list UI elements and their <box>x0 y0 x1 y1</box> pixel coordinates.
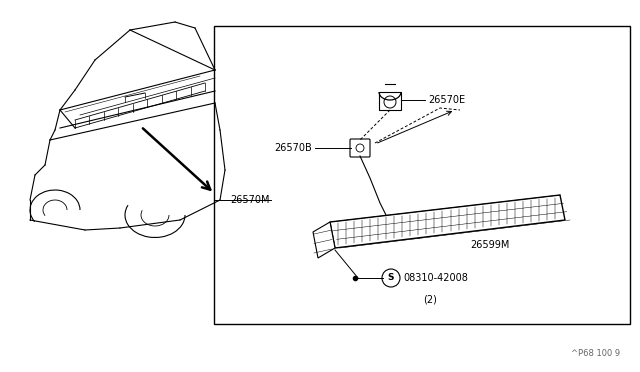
Polygon shape <box>330 195 565 248</box>
Text: S: S <box>388 273 394 282</box>
Polygon shape <box>313 222 335 258</box>
Bar <box>214 26 630 324</box>
Text: 26570M: 26570M <box>230 195 270 205</box>
Text: 08310-42008: 08310-42008 <box>403 273 468 283</box>
Text: ^P68 100 9: ^P68 100 9 <box>571 349 620 358</box>
Bar <box>379 92 401 110</box>
Text: 26570B: 26570B <box>275 143 312 153</box>
Text: 26570E: 26570E <box>428 95 465 105</box>
Text: 26599M: 26599M <box>470 240 509 250</box>
Text: (2): (2) <box>423 294 437 304</box>
